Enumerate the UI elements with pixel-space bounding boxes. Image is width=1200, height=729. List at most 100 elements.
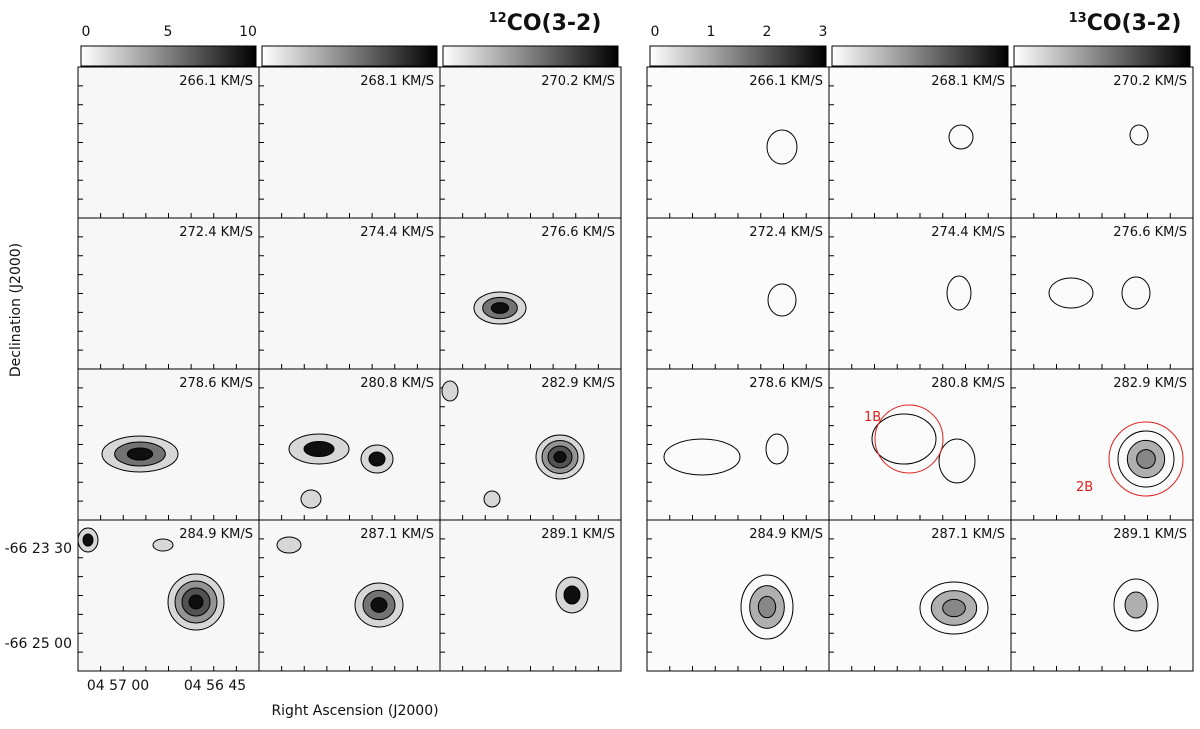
contour: [942, 598, 966, 618]
velocity-label: 270.2 KM/S: [541, 74, 615, 89]
contour: [368, 451, 386, 467]
velocity-label: 266.1 KM/S: [179, 74, 253, 89]
velocity-label: 274.4 KM/S: [931, 225, 1005, 240]
title-superscript: 13: [1069, 11, 1087, 26]
channel-panel: 282.9 KM/S: [1010, 368, 1194, 521]
colorbar-tick-label: 3: [819, 24, 828, 40]
panel-title: 13CO(3-2): [1069, 11, 1182, 36]
panel-frame: [77, 217, 260, 370]
contour: [276, 536, 302, 554]
colorbar-tick-label: 0: [82, 24, 91, 40]
channel-panel: 289.1 KM/S: [439, 519, 622, 672]
channel-panel: 284.9 KM/S: [77, 519, 260, 672]
contour: [938, 438, 976, 484]
x-tick-label: 04 57 00: [87, 678, 149, 694]
y-tick-label: -66 25 00: [5, 636, 72, 652]
velocity-label: 268.1 KM/S: [360, 74, 434, 89]
colorbar-tick-label: 1: [707, 24, 716, 40]
channel-panel: 278.6 KM/S: [77, 368, 260, 521]
panel-frame: [439, 368, 622, 521]
panel-frame: [77, 66, 260, 219]
velocity-label: 280.8 KM/S: [931, 376, 1005, 391]
panel-frame: [439, 519, 622, 672]
channel-panel: 289.1 KM/S: [1010, 519, 1194, 672]
region-circle: [874, 404, 944, 474]
contour: [303, 441, 335, 457]
contour: [1129, 124, 1149, 146]
panel-frame: [646, 217, 830, 370]
panel-frame: [1010, 217, 1194, 370]
channel-panel: 287.1 KM/S: [828, 519, 1012, 672]
contour: [946, 275, 972, 311]
channel-panel: 276.6 KM/S: [1010, 217, 1194, 370]
contour: [553, 451, 567, 463]
velocity-label: 266.1 KM/S: [749, 74, 823, 89]
panel-frame: [1010, 519, 1194, 672]
velocity-label: 282.9 KM/S: [1113, 376, 1187, 391]
y-axis-title: Declination (J2000): [8, 243, 24, 377]
panel-frame: [646, 66, 830, 219]
velocity-label: 278.6 KM/S: [749, 376, 823, 391]
panel-frame: [828, 217, 1012, 370]
x-tick-label: 04 56 45: [184, 678, 246, 694]
channel-panel: 274.4 KM/S: [258, 217, 441, 370]
contour: [1048, 277, 1094, 309]
contour: [757, 595, 777, 619]
contour: [370, 597, 388, 613]
annotation: 2B: [1076, 480, 1093, 495]
contour: [1124, 591, 1148, 619]
velocity-label: 284.9 KM/S: [749, 527, 823, 542]
panel-frame: [439, 66, 622, 219]
region-circle: [1108, 421, 1184, 497]
panel-frame: [646, 519, 830, 672]
title-main: CO(3-2): [507, 11, 602, 36]
panel-frame: [258, 66, 441, 219]
contour: [948, 124, 974, 150]
title-main: CO(3-2): [1087, 11, 1182, 36]
velocity-label: 274.4 KM/S: [360, 225, 434, 240]
velocity-label: 272.4 KM/S: [179, 225, 253, 240]
colorbar-tick-label: 10: [239, 24, 257, 40]
velocity-label: 287.1 KM/S: [931, 527, 1005, 542]
velocity-label: 289.1 KM/S: [541, 527, 615, 542]
colorbar-tick-label: 5: [164, 24, 173, 40]
channel-panel: 276.6 KM/S: [439, 217, 622, 370]
contour: [766, 129, 798, 165]
velocity-label: 268.1 KM/S: [931, 74, 1005, 89]
channel-panel: 274.4 KM/S: [828, 217, 1012, 370]
velocity-label: 276.6 KM/S: [1113, 225, 1187, 240]
channel-panel: 280.8 KM/S: [828, 368, 1012, 521]
contour: [188, 594, 204, 610]
velocity-label: 270.2 KM/S: [1113, 74, 1187, 89]
channel-panel: 270.2 KM/S: [439, 66, 622, 219]
channel-panel: 284.9 KM/S: [646, 519, 830, 672]
velocity-label: 276.6 KM/S: [541, 225, 615, 240]
channel-panel: 272.4 KM/S: [77, 217, 260, 370]
panel-title: 12CO(3-2): [489, 11, 602, 36]
panel-frame: [258, 368, 441, 521]
contour: [82, 533, 94, 547]
contour: [1136, 449, 1156, 469]
contour: [126, 447, 154, 461]
title-superscript: 12: [489, 11, 507, 26]
panel-frame: [258, 217, 441, 370]
colorbar: [649, 45, 827, 67]
contour: [563, 585, 581, 605]
channel-panel: 266.1 KM/S: [77, 66, 260, 219]
panel-frame: [828, 66, 1012, 219]
velocity-label: 280.8 KM/S: [360, 376, 434, 391]
colorbar: [261, 45, 438, 67]
contour: [300, 489, 322, 509]
channel-panel: 270.2 KM/S: [1010, 66, 1194, 219]
colorbar: [1013, 45, 1191, 67]
panel-frame: [439, 217, 622, 370]
channel-panel: 282.9 KM/S: [439, 368, 622, 521]
colorbar-tick-label: 2: [763, 24, 772, 40]
contour: [490, 302, 510, 314]
channel-panel: 268.1 KM/S: [828, 66, 1012, 219]
contour: [152, 538, 174, 552]
velocity-label: 284.9 KM/S: [179, 527, 253, 542]
velocity-label: 278.6 KM/S: [179, 376, 253, 391]
velocity-label: 272.4 KM/S: [749, 225, 823, 240]
